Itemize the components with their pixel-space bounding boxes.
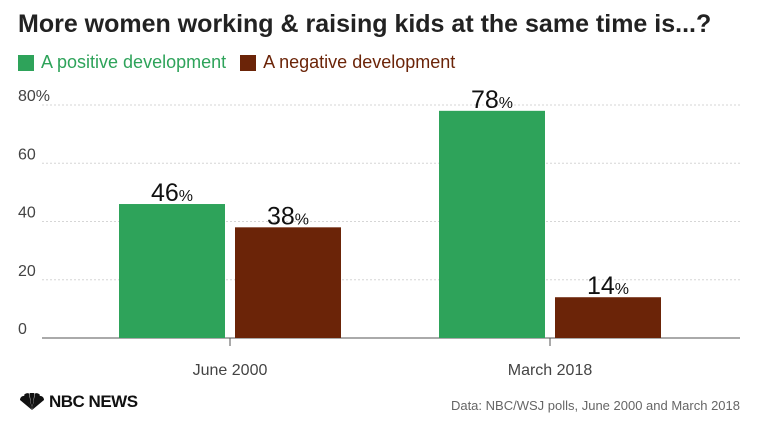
bar-positive: [119, 204, 225, 338]
bar-negative: [235, 227, 341, 338]
y-tick-label: 40: [18, 205, 36, 222]
bar-value-label: 46%: [151, 179, 193, 207]
y-tick-label: 80%: [18, 88, 50, 105]
bar-positive: [439, 110, 545, 338]
legend-item-negative: A negative development: [240, 52, 455, 73]
category-label: June 2000: [193, 362, 268, 379]
peacock-icon: [19, 393, 45, 410]
bar-value-label: 78%: [471, 86, 513, 114]
logo-text: NBC NEWS: [49, 392, 138, 411]
nbc-news-logo: NBC NEWS: [18, 392, 138, 412]
source-note: Data: NBC/WSJ polls, June 2000 and March…: [450, 398, 740, 413]
legend-swatch-positive: [18, 54, 34, 71]
bar-value-label: 38%: [267, 202, 309, 230]
y-tick-label: 0: [18, 321, 27, 338]
legend-item-positive: A positive development: [18, 52, 226, 73]
chart-title: More women working & raising kids at the…: [18, 10, 712, 38]
category-label: March 2018: [508, 362, 593, 379]
legend-label-negative: A negative development: [263, 52, 456, 72]
legend: A positive development A negative develo…: [18, 52, 469, 73]
legend-swatch-negative: [240, 54, 257, 71]
y-tick-label: 60: [18, 146, 36, 163]
bar-negative: [555, 297, 661, 338]
bar-value-label: 14%: [587, 272, 629, 300]
legend-label-positive: A positive development: [41, 52, 227, 72]
y-tick-label: 20: [18, 263, 36, 280]
